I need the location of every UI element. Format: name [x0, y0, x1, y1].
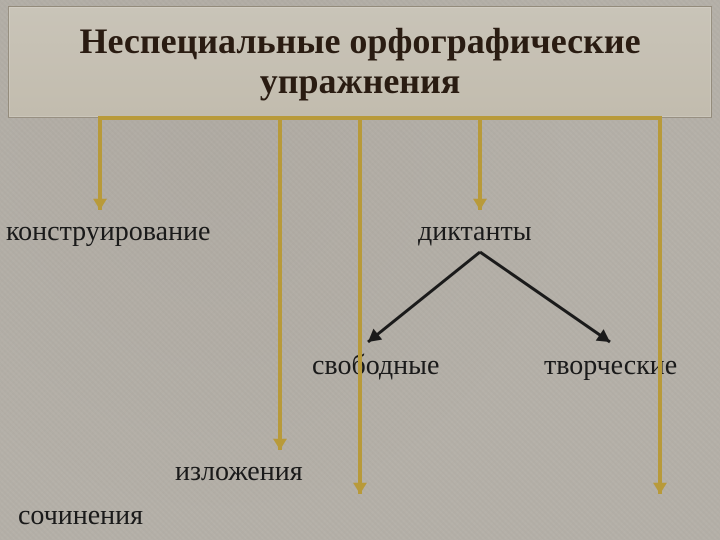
title-container: Неспециальные орфографические упражнения: [8, 6, 712, 118]
label-free: свободные: [312, 350, 439, 382]
label-creative: творческие: [544, 350, 677, 382]
label-essays: сочинения: [18, 500, 143, 532]
label-construct: конструирование: [6, 216, 210, 248]
title-line1: Неспециальные орфографические: [79, 21, 640, 61]
title-line2: упражнения: [260, 61, 461, 101]
label-dictation: диктанты: [418, 216, 532, 248]
title-text: Неспециальные орфографические упражнения: [79, 22, 640, 101]
label-expos: изложения: [175, 456, 303, 488]
